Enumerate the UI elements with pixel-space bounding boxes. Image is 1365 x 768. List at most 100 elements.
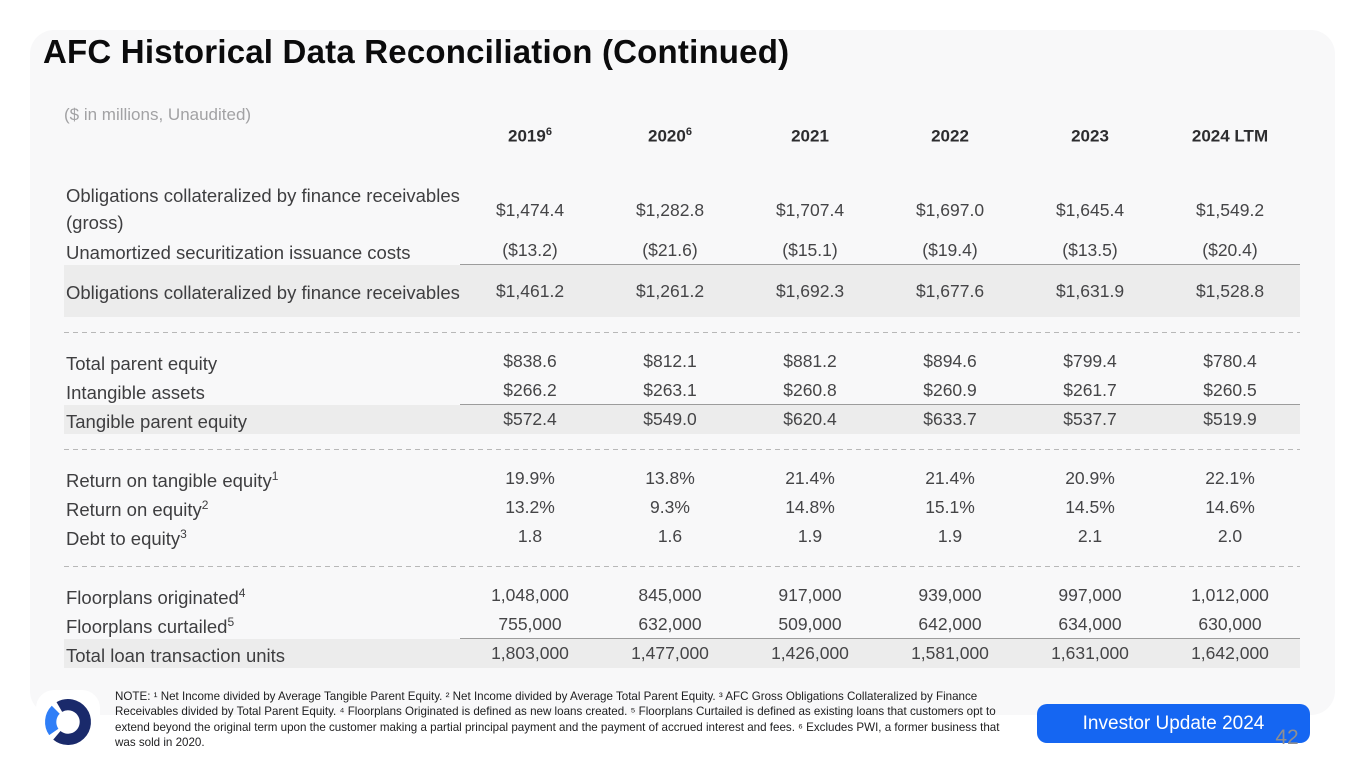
table-row: Obligations collateralized by finance re…: [64, 184, 1300, 236]
cell-value: $519.9: [1203, 409, 1257, 429]
cell-value: $266.2: [503, 379, 557, 400]
table-row: Return on tangible equity1 19.9% 13.8% 2…: [64, 464, 1300, 493]
cell-value: 21.4%: [925, 468, 975, 488]
cell-value: ($15.1): [782, 239, 838, 260]
row-label: Obligations collateralized by finance re…: [66, 185, 460, 234]
cell-value: 13.2%: [505, 497, 555, 517]
cell-value: 939,000: [918, 585, 982, 605]
row-label: Return on equity: [66, 499, 202, 521]
company-logo-icon: [36, 690, 100, 754]
cell-value: 917,000: [778, 585, 842, 605]
cell-value: 1,477,000: [631, 643, 709, 663]
dashed-line: [64, 448, 1300, 450]
cell-value: 20.9%: [1065, 468, 1115, 488]
column-header-2022: 2022: [931, 126, 969, 146]
cell-value: $894.6: [923, 351, 977, 371]
cell-value: $812.1: [643, 351, 697, 371]
cell-value: ($13.5): [1062, 239, 1118, 260]
footnote-text: NOTE: ¹ Net Income divided by Average Ta…: [115, 690, 1000, 750]
cell-value: 1,012,000: [1191, 585, 1269, 605]
column-header-2024-ltm: 2024 LTM: [1191, 126, 1269, 146]
cell-value: $1,645.4: [1055, 199, 1125, 220]
cell-value: 509,000: [778, 613, 842, 634]
cell-value: 1,803,000: [491, 643, 569, 663]
row-label: Tangible parent equity: [66, 411, 248, 433]
cell-value: 21.4%: [785, 468, 835, 488]
cell-value: 9.3%: [650, 497, 690, 517]
cell-value: $1,692.3: [775, 280, 845, 301]
table-row: Return on equity2 13.2% 9.3% 14.8% 15.1%…: [64, 493, 1300, 522]
cell-value: ($21.6): [642, 239, 698, 260]
cell-value: $633.7: [923, 409, 977, 429]
cell-value: 14.6%: [1205, 497, 1255, 517]
cell-value: 19.9%: [505, 468, 555, 488]
cell-value: 1.9: [937, 526, 963, 546]
units-subtitle: ($ in millions, Unaudited): [64, 105, 252, 124]
cell-value: $620.4: [783, 409, 837, 429]
cell-value: ($19.4): [922, 239, 978, 260]
table-row: Debt to equity3 1.8 1.6 1.9 1.9 2.1 2.0: [64, 522, 1300, 551]
cell-value: $1,282.8: [635, 199, 705, 220]
cell-value: $1,474.4: [495, 199, 565, 220]
table-total-row: Total loan transaction units 1,803,000 1…: [64, 639, 1300, 668]
table-row: Total parent equity $838.6 $812.1 $881.2…: [64, 347, 1300, 376]
column-header-2021: 2021: [791, 126, 829, 146]
row-label: Unamortized securitization issuance cost…: [66, 242, 411, 264]
table-row: Floorplans curtailed5 755,000 632,000 50…: [64, 610, 1300, 639]
column-header-2020: 20206: [648, 126, 692, 146]
section-divider: [64, 551, 1300, 581]
row-label: Intangible assets: [66, 382, 205, 404]
column-header-2019: 20196: [508, 126, 552, 146]
cell-value: 14.8%: [785, 497, 835, 517]
table-total-row: Obligations collateralized by finance re…: [64, 265, 1300, 317]
cell-value: $260.8: [783, 379, 837, 400]
cell-value: 2.1: [1077, 526, 1103, 546]
cell-value: $780.4: [1203, 351, 1257, 371]
cell-value: $1,697.0: [915, 199, 985, 220]
cell-value: ($13.2): [502, 239, 558, 260]
cell-value: 997,000: [1058, 585, 1122, 605]
cell-value: 642,000: [918, 613, 982, 634]
row-label: Debt to equity: [66, 528, 181, 550]
cell-value: $549.0: [643, 409, 697, 429]
cell-value: 1,581,000: [911, 643, 989, 663]
cell-value: $1,528.8: [1195, 280, 1265, 301]
cell-value: $799.4: [1063, 351, 1117, 371]
cell-value: $572.4: [503, 409, 557, 429]
investor-update-button[interactable]: Investor Update 2024: [1037, 704, 1310, 743]
cell-value: 634,000: [1058, 613, 1122, 634]
column-header-2023: 2023: [1071, 126, 1109, 146]
table-row: Floorplans originated4 1,048,000 845,000…: [64, 581, 1300, 610]
slide-panel: [30, 30, 1335, 715]
cell-value: 14.5%: [1065, 497, 1115, 517]
cell-value: 1,426,000: [771, 643, 849, 663]
cell-value: 1.8: [517, 526, 543, 546]
table-row: Unamortized securitization issuance cost…: [64, 236, 1300, 265]
cell-value: 1,631,000: [1051, 643, 1129, 663]
section-divider: [64, 317, 1300, 347]
table-row: Intangible assets $266.2 $263.1 $260.8 $…: [64, 376, 1300, 405]
dashed-line: [64, 331, 1300, 333]
cell-value: 1,048,000: [491, 585, 569, 605]
cell-value: $260.9: [923, 379, 977, 400]
cell-value: ($20.4): [1202, 239, 1258, 260]
cell-value: 632,000: [638, 613, 702, 634]
cell-value: $537.7: [1063, 409, 1117, 429]
cell-value: 630,000: [1198, 613, 1262, 634]
row-label: Total parent equity: [66, 353, 218, 375]
table-total-row: Tangible parent equity $572.4 $549.0 $62…: [64, 405, 1300, 434]
ring-logo-icon: [45, 699, 91, 745]
cell-value: 1,642,000: [1191, 643, 1269, 663]
row-label: Obligations collateralized by finance re…: [66, 282, 460, 304]
cell-value: $881.2: [783, 351, 837, 371]
cell-value: $838.6: [503, 351, 557, 371]
page-title: AFC Historical Data Reconciliation (Cont…: [43, 33, 790, 70]
cell-value: 1.9: [797, 526, 823, 546]
cell-value: $1,461.2: [495, 280, 565, 301]
cell-value: 845,000: [638, 585, 702, 605]
cell-value: $1,549.2: [1195, 199, 1265, 220]
header-spacer: [64, 126, 460, 147]
row-label: Total loan transaction units: [66, 645, 286, 667]
cell-value: $263.1: [643, 379, 697, 400]
